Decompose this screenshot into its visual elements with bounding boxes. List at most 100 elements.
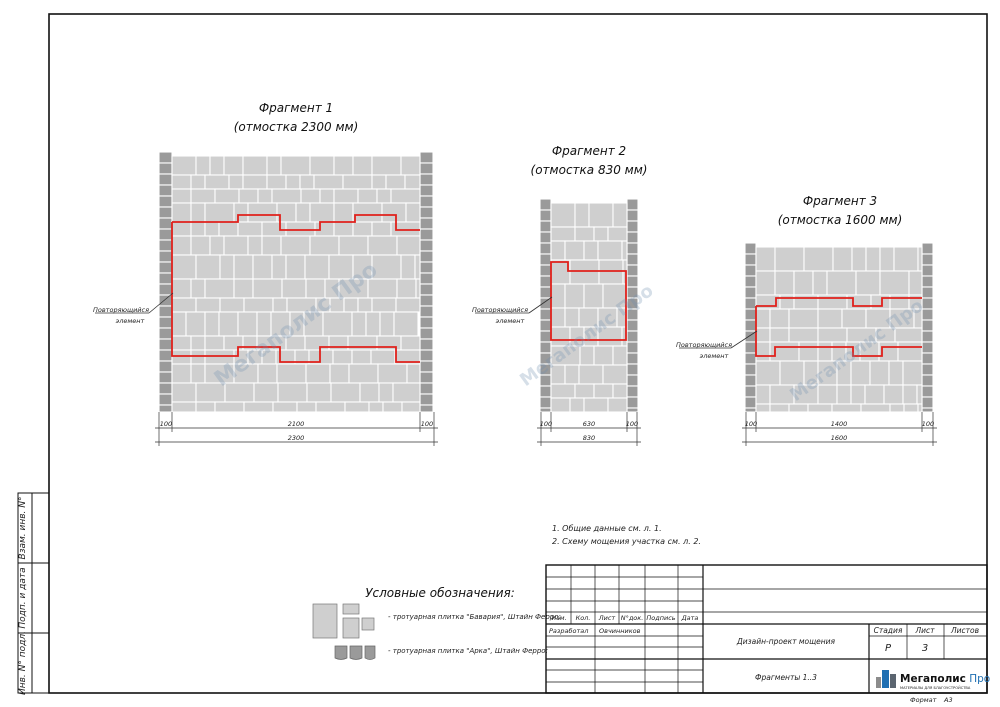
- tb-h-list: Лист: [598, 614, 616, 622]
- tb-stage: Р: [885, 643, 892, 654]
- paver-tile: [272, 401, 298, 413]
- paver-tile: [218, 221, 239, 237]
- paver-tile: [305, 363, 331, 384]
- fragment-3-repeat-bottom: [755, 306, 922, 357]
- border-brick: [744, 242, 757, 255]
- paver-tile: [550, 240, 566, 261]
- border-brick: [921, 275, 934, 288]
- border-brick: [539, 220, 552, 233]
- drawing-frame: [48, 13, 988, 694]
- paver-tile: [314, 221, 335, 237]
- paver-tile: [348, 363, 379, 384]
- border-brick: [158, 239, 173, 252]
- paver-tile: [315, 401, 346, 413]
- paver-tile: [228, 174, 244, 190]
- paver-tile: [390, 188, 421, 204]
- border-brick: [539, 286, 552, 299]
- callout-3-line2: элемент: [700, 352, 729, 360]
- border-brick: [744, 407, 757, 413]
- paver-tile: [550, 307, 566, 328]
- border-brick: [419, 338, 434, 351]
- paver-tile: [204, 202, 235, 223]
- border-brick: [744, 297, 757, 310]
- paver-tile: [171, 311, 187, 337]
- paver-tile: [190, 188, 216, 204]
- paver-tile: [916, 384, 923, 405]
- paver-tile: [280, 155, 311, 176]
- border-brick: [419, 327, 434, 340]
- border-brick: [158, 206, 173, 219]
- callout-2-line1: Повторяющийся: [472, 306, 528, 314]
- border-brick: [419, 272, 434, 285]
- border-brick: [539, 396, 552, 409]
- border-brick: [921, 407, 934, 413]
- paver-tile: [218, 311, 239, 337]
- paver-tile: [836, 384, 852, 405]
- paver-tile: [261, 221, 287, 237]
- fragment-2-subtitle: (отмостка 830 мм): [531, 163, 648, 177]
- fragment-1-dim-right: 100: [421, 420, 433, 428]
- border-brick: [539, 407, 552, 413]
- fragment-1-dimensions: [155, 412, 438, 446]
- border-brick: [744, 374, 757, 387]
- paver-tile: [332, 349, 353, 365]
- paver-tile: [598, 259, 624, 285]
- paver-tile: [593, 345, 614, 366]
- border-brick: [158, 228, 173, 241]
- paver-tile: [195, 297, 221, 313]
- paver-tile: [313, 174, 344, 190]
- paver-tile: [204, 174, 230, 190]
- paver-tile: [597, 240, 623, 261]
- paver-tile: [277, 382, 308, 403]
- border-brick: [419, 305, 434, 318]
- paver-tile: [237, 221, 263, 237]
- paver-tile: [247, 235, 263, 256]
- callout-2-line2: элемент: [496, 317, 525, 325]
- border-brick: [158, 283, 173, 296]
- paver-tile: [564, 283, 585, 309]
- border-brick: [744, 275, 757, 288]
- paver-tile: [832, 246, 853, 272]
- border-brick: [626, 231, 639, 244]
- border-brick: [158, 316, 173, 329]
- paver-tile: [266, 174, 287, 190]
- paver-tile: [385, 174, 406, 190]
- border-brick: [158, 371, 173, 384]
- paver-tile: [607, 226, 628, 242]
- tb-sheet-no: 3: [922, 643, 928, 654]
- border-brick: [744, 264, 757, 277]
- paver-tile: [266, 155, 282, 176]
- paver-tile: [204, 311, 220, 337]
- callout-3-line1: Повторяющийся: [676, 341, 732, 349]
- paver-tile: [908, 270, 923, 296]
- paver-tile: [396, 235, 421, 256]
- paver-tile: [371, 297, 397, 313]
- fragment-2-dim-left: 100: [540, 420, 552, 428]
- border-brick: [921, 363, 934, 376]
- fragment-1-repeat-top: [172, 214, 420, 231]
- border-brick: [158, 272, 173, 285]
- paver-tile: [351, 311, 367, 337]
- paver-tile: [357, 188, 378, 204]
- logo-tagline: МАТЕРИАЛЫ ДЛЯ БЛАГОУСТРОЙСТВА: [900, 685, 971, 690]
- paver-tile: [755, 270, 776, 296]
- paver-tile: [171, 363, 192, 384]
- border-brick: [539, 242, 552, 255]
- fragment-1-dim-left: 100: [160, 420, 172, 428]
- paver-tile: [769, 327, 790, 343]
- paver-tile: [338, 235, 369, 256]
- stamp-label-3: Инв. N° подл.: [18, 631, 28, 695]
- paver-tile: [602, 364, 628, 385]
- paver-tile: [328, 254, 354, 280]
- paver-tile: [564, 364, 580, 385]
- border-brick: [419, 360, 434, 373]
- paver-tile: [368, 401, 384, 413]
- paver-tile: [769, 403, 790, 413]
- paver-tile: [253, 382, 279, 403]
- paver-tile: [333, 155, 354, 176]
- paver-tile: [285, 254, 306, 280]
- paver-tile: [860, 403, 891, 413]
- paver-tile: [271, 254, 287, 280]
- border-brick: [158, 217, 173, 230]
